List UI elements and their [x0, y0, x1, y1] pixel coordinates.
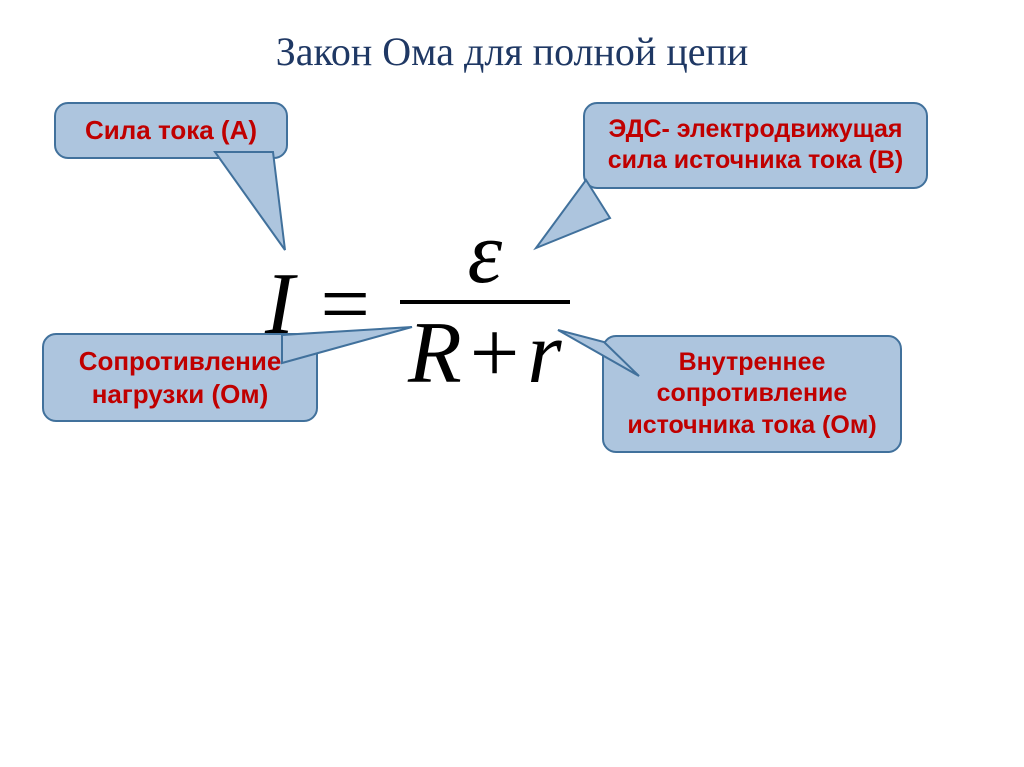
- page-title: Закон Ома для полной цепи: [0, 28, 1024, 75]
- callout-load-resistance-label: Сопротивление нагрузки (Ом): [79, 346, 282, 409]
- callout-internal-resistance: Внутреннее сопротивление источника тока …: [602, 335, 902, 453]
- callout-emf-label: ЭДС- электродвижущая сила источника тока…: [608, 115, 903, 174]
- formula-plus: +: [470, 305, 520, 402]
- callout-internal-resistance-label: Внутреннее сопротивление источника тока …: [627, 348, 876, 439]
- callout-load-resistance-tail: [280, 305, 420, 365]
- callout-load-resistance: Сопротивление нагрузки (Ом): [42, 333, 318, 422]
- callout-current-tail: [213, 150, 303, 260]
- callout-emf: ЭДС- электродвижущая сила источника тока…: [583, 102, 928, 189]
- formula-denominator: R+r: [400, 304, 570, 398]
- callout-current-label: Сила тока (А): [85, 115, 257, 145]
- callout-emf-tail: [532, 178, 612, 258]
- callout-internal-resistance-tail: [554, 320, 644, 380]
